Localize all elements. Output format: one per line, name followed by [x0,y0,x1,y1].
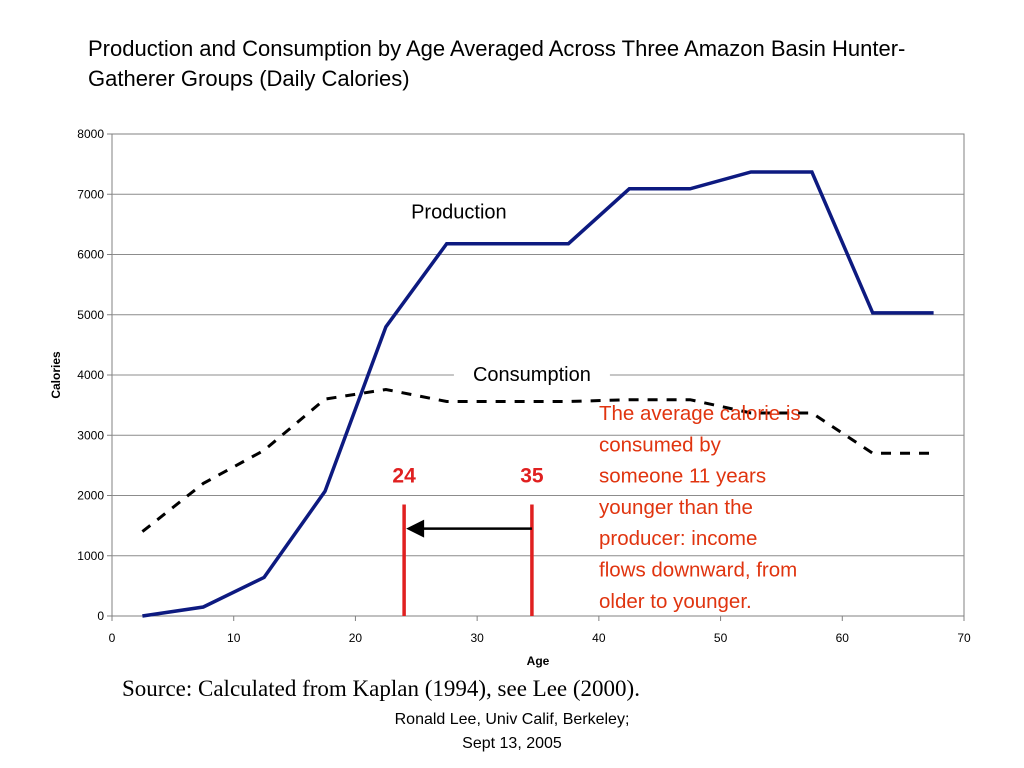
x-axis-label: Age [527,654,550,668]
series-label-production: Production [411,201,507,223]
x-tick-label: 20 [349,631,363,645]
series-label-consumption: Consumption [473,364,591,386]
y-tick-label: 1000 [77,549,104,563]
age-markers: 24 35 [392,465,544,616]
annotation-line: producer: income [599,527,757,550]
y-tick-label: 8000 [77,127,104,141]
annotation-line: younger than the [599,496,753,519]
author-credit: Ronald Lee, Univ Calif, Berkeley; Sept 1… [0,708,1024,756]
line-chart: 0 1000 2000 3000 4000 5000 6000 7000 8000 0 10 20 30… [49,127,971,668]
marker-label-age-35: 35 [520,465,544,488]
series-line-production [142,170,934,618]
x-tick-label: 30 [470,631,484,645]
annotation-text: The average calorie is consumed by someone… [599,402,801,613]
source-note: Source: Calculated from Kaplan (1994), s… [122,676,640,701]
x-tick-label: 10 [227,631,241,645]
y-tick-label: 2000 [77,489,104,503]
series-lines [141,170,934,618]
y-tick-label: 0 [97,609,104,623]
marker-label-age-24: 24 [392,465,416,488]
annotation-line: someone 11 years [599,465,766,488]
y-tick-label: 7000 [77,187,104,201]
y-tick-label: 6000 [77,248,104,262]
credit-author: Ronald Lee, Univ Calif, Berkeley; [394,711,630,728]
x-tick-label: 0 [109,631,116,645]
axis-ticks: 0 1000 2000 3000 4000 5000 6000 7000 8000 0 10 20 30… [77,127,971,645]
y-tick-label: 5000 [77,308,104,322]
x-tick-label: 70 [957,631,971,645]
credit-date: Sept 13, 2005 [462,735,562,752]
label-background [453,359,610,388]
x-tick-label: 40 [592,631,606,645]
x-tick-label: 50 [714,631,728,645]
x-tick-label: 60 [836,631,850,645]
annotation-line: older to younger. [599,590,752,613]
y-tick-label: 4000 [77,368,104,382]
chart-labels: Age Calories Production Consumption The aver… [49,201,801,668]
series-line-consumption [141,387,934,533]
y-tick-label: 3000 [77,428,104,442]
y-axis-label: Calories [49,351,63,399]
annotation-line: consumed by [599,433,722,456]
arrow-head [406,519,425,538]
chart-title: Production and Consumption by Age Averag… [88,36,906,91]
annotation-line: flows downward, from [599,559,797,582]
annotation-line: The average calorie is [599,402,801,425]
